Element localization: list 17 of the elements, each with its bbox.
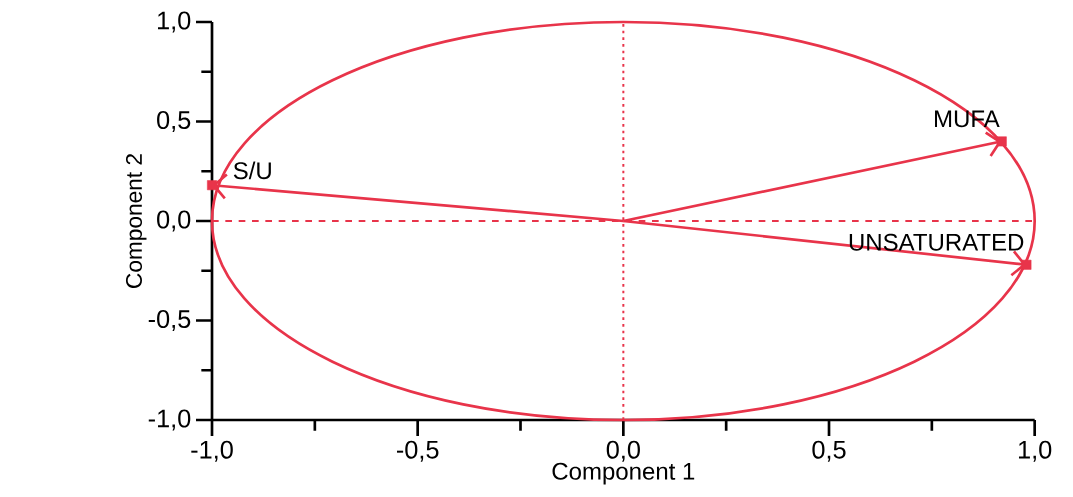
point	[996, 136, 1007, 147]
y-tick-label: 0,0	[157, 210, 191, 232]
annotation: S/U	[233, 161, 271, 180]
x-tick-label: -0,5	[396, 440, 439, 462]
y-tick-label: -1,0	[148, 409, 191, 431]
x-tick-label: 0,0	[606, 440, 640, 462]
point	[1021, 259, 1032, 270]
y-tick-label: -0,5	[148, 310, 191, 331]
annotation: UNSATURATED	[849, 233, 1024, 251]
y-tick-label: 1,0	[158, 11, 191, 33]
y-axis-title: Component 2	[125, 154, 147, 288]
y-tick-label: 0,5	[157, 111, 191, 132]
x-axis-title: Component 1	[552, 462, 695, 485]
x-tick-label: 1,0	[1018, 440, 1052, 462]
x-tick-label: -1,0	[191, 440, 233, 462]
x-tick-label: 0,5	[812, 440, 846, 462]
point	[207, 180, 217, 191]
